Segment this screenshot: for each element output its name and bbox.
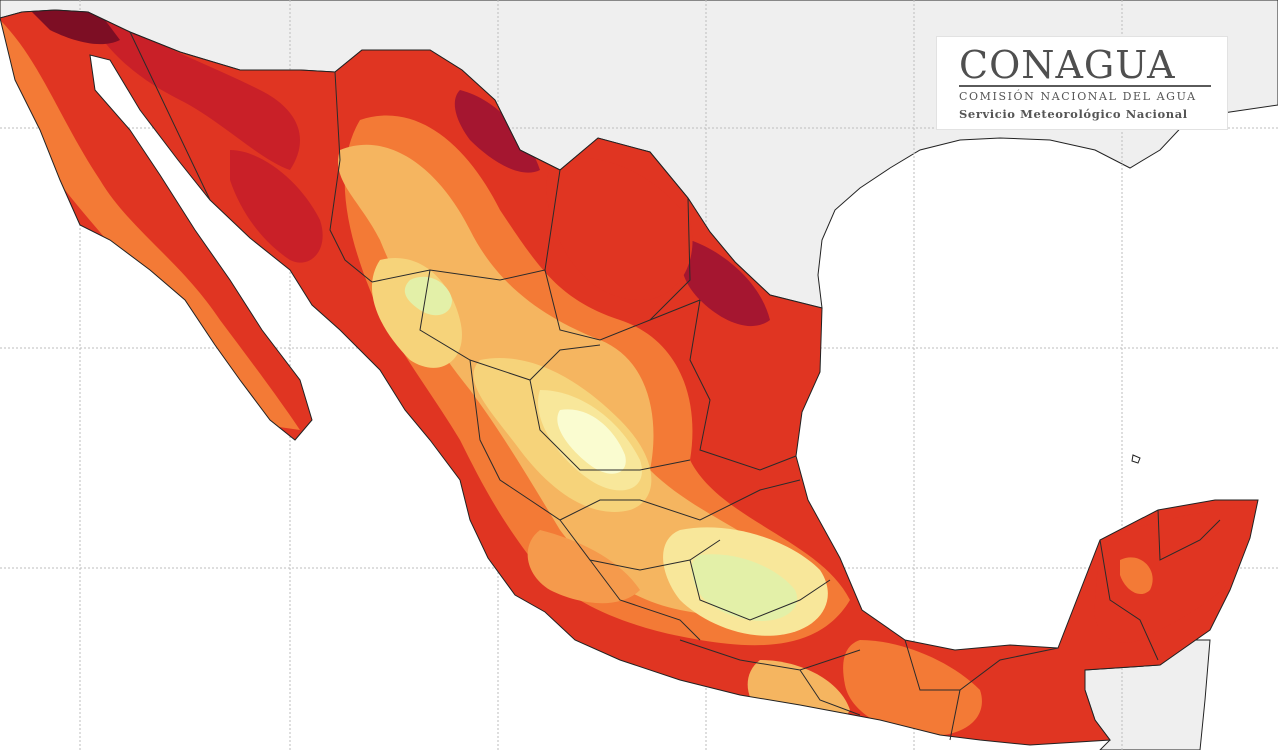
cool-zone-valley (691, 554, 798, 621)
extreme-zone-sonora (454, 90, 540, 173)
state-borders (129, 31, 1221, 741)
logo-divider (959, 85, 1211, 87)
logo-service-name: Servicio Meteorológico Nacional (959, 107, 1188, 121)
logo-title: CONAGUA (959, 43, 1176, 87)
mexico-coastline (0, 9, 1259, 746)
warm-zone-baja (0, 20, 300, 430)
cool-zone-sierra (404, 276, 452, 316)
mild-zone-central (338, 144, 810, 616)
cozumel-island (1131, 454, 1141, 464)
logo-subtitle: COMISIÓN NACIONAL DEL AGUA (959, 90, 1197, 103)
hot-zone-yucatan (1094, 505, 1258, 643)
cool-zone-plateau (557, 409, 626, 474)
extreme-zone-tamaulipas (681, 240, 770, 327)
conagua-logo: CONAGUA COMISIÓN NACIONAL DEL AGUA Servi… (936, 36, 1228, 130)
